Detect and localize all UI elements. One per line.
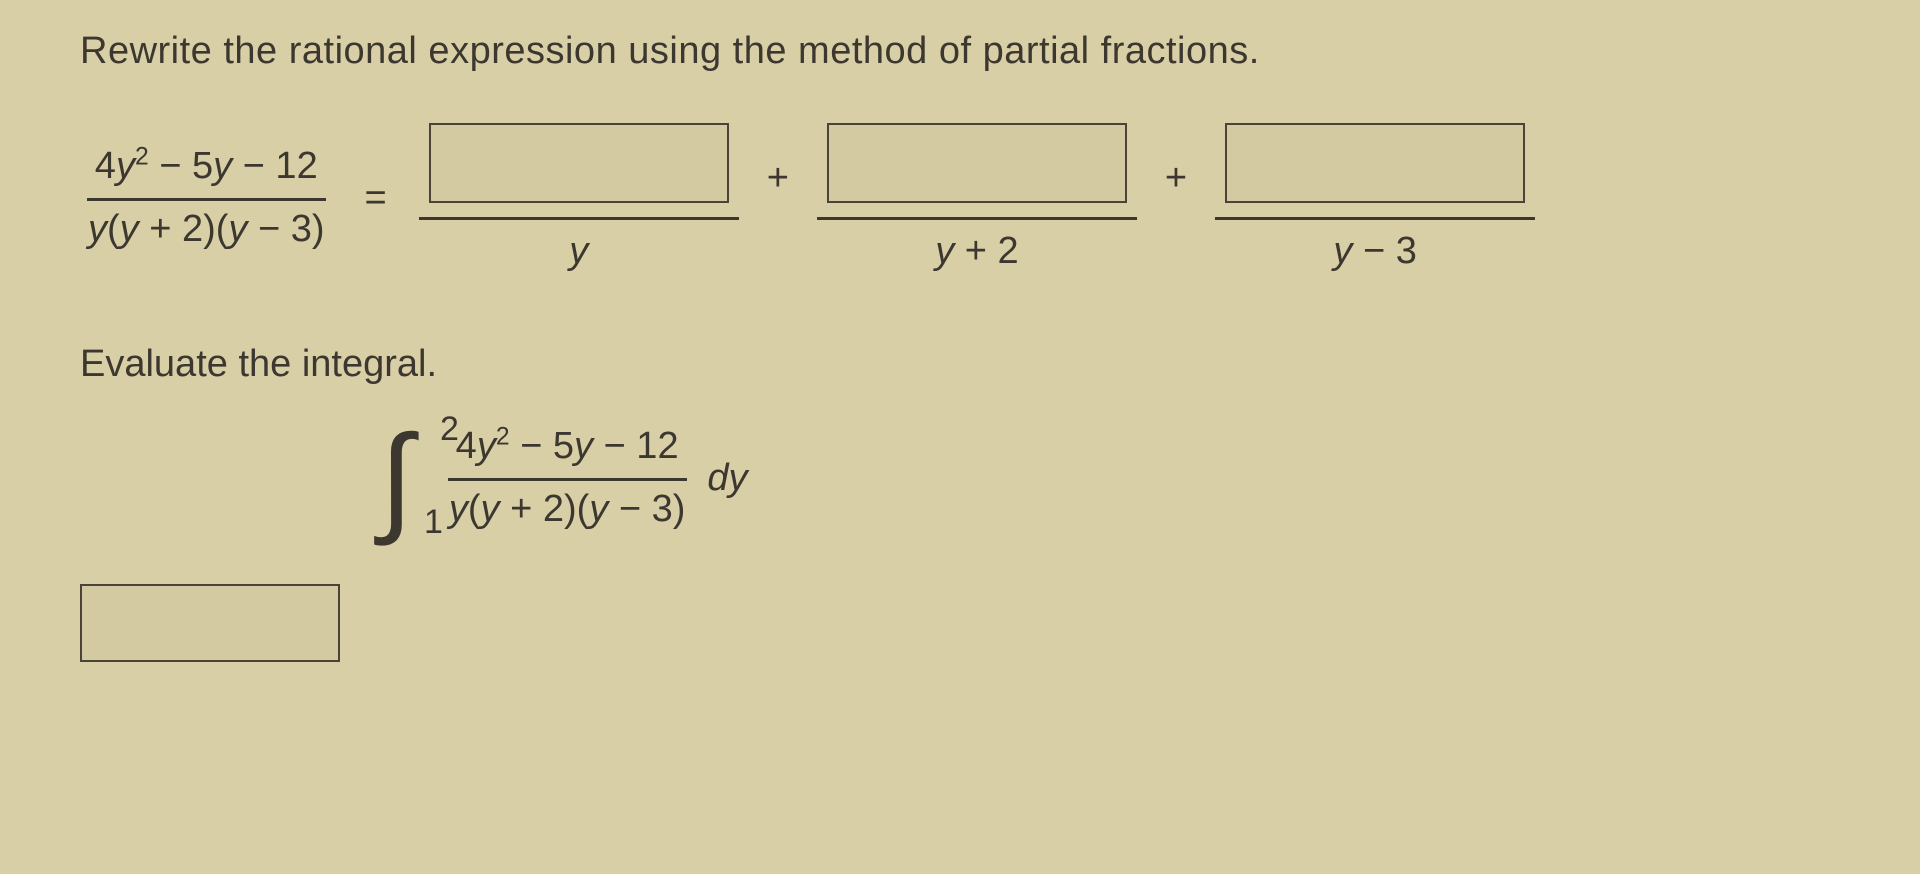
integrand-denominator: y(y + 2)(y − 3) [441, 481, 694, 535]
term-2: y + 2 [817, 123, 1137, 273]
term-3-numerator-input[interactable] [1225, 123, 1525, 203]
partial-fractions-prompt: Rewrite the rational expression using th… [80, 30, 1840, 73]
integral-symbol: ∫ 2 1 [380, 427, 413, 529]
integral-upper-limit: 2 [440, 415, 459, 444]
plus-2: + [1161, 157, 1191, 200]
integrand-numerator: 4y2 − 5y − 12 [448, 422, 687, 481]
term-2-numerator-input[interactable] [827, 123, 1127, 203]
term-2-denominator: y + 2 [817, 217, 1137, 273]
plus-1: + [763, 157, 793, 200]
evaluate-integral-prompt: Evaluate the integral. [80, 343, 1840, 386]
lhs-denominator: y(y + 2)(y − 3) [80, 201, 333, 255]
integral-expression: ∫ 2 1 4y2 − 5y − 12 y(y + 2)(y − 3) dy [380, 422, 1840, 534]
lhs-fraction: 4y2 − 5y − 12 y(y + 2)(y − 3) [80, 142, 333, 254]
term-3-denominator: y − 3 [1215, 217, 1535, 273]
lhs-numerator: 4y2 − 5y − 12 [87, 142, 326, 201]
term-3: y − 3 [1215, 123, 1535, 273]
term-1: y [419, 123, 739, 273]
integral-answer-input[interactable] [80, 584, 340, 662]
term-1-numerator-input[interactable] [429, 123, 729, 203]
equals-sign: = [357, 177, 395, 220]
term-1-denominator: y [419, 217, 739, 273]
worksheet-page: Rewrite the rational expression using th… [0, 0, 1920, 874]
integral-lower-limit: 1 [424, 508, 443, 537]
integrand-fraction: 4y2 − 5y − 12 y(y + 2)(y − 3) [441, 422, 694, 534]
differential: dy [707, 457, 747, 500]
partial-fractions-equation-row: 4y2 − 5y − 12 y(y + 2)(y − 3) = y + y + … [80, 123, 1840, 273]
